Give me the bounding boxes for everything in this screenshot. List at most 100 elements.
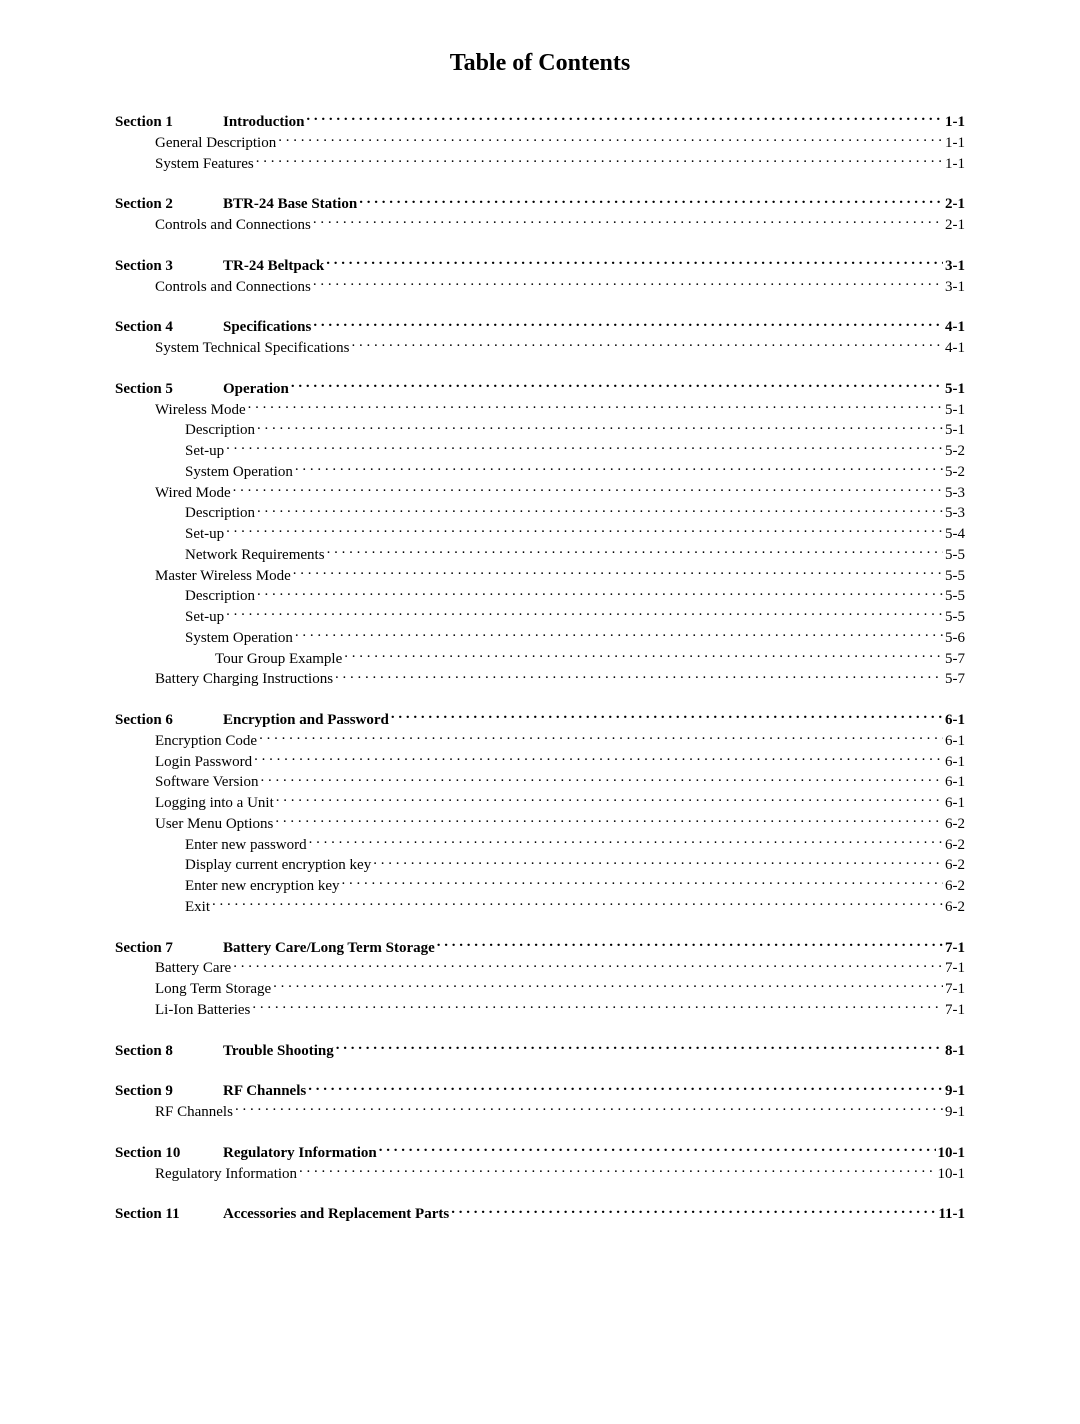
leader-dots (391, 709, 943, 724)
leader-dots (248, 399, 943, 414)
page-number: 5-3 (945, 504, 965, 523)
toc-section: Section 9RF Channels 9-1RF Channels 9-1 (115, 1080, 965, 1122)
leader-dots (233, 482, 943, 497)
toc-entry: Master Wireless Mode 5-5 (115, 565, 965, 586)
toc-section-heading: Section 4Specifications 4-1 (115, 316, 965, 337)
toc-entry: User Menu Options 6-2 (115, 813, 965, 834)
toc-entry: Display current encryption key 6-2 (115, 854, 965, 875)
toc-entry: Wireless Mode 5-1 (115, 399, 965, 420)
section-label: Section 9 (115, 1082, 223, 1101)
leader-dots (293, 565, 943, 580)
entry-title: Enter new password (185, 836, 307, 855)
page-number: 5-5 (945, 608, 965, 627)
section-label: Section 3 (115, 257, 223, 276)
leader-dots (259, 730, 943, 745)
toc-entry: Set-up 5-4 (115, 523, 965, 544)
section-title: Operation (223, 380, 289, 399)
leader-dots (278, 132, 943, 147)
toc-entry: RF Channels 9-1 (115, 1101, 965, 1122)
toc-section-heading: Section 7Battery Care/Long Term Storage … (115, 937, 965, 958)
leader-dots (226, 523, 943, 538)
page-number: 6-2 (945, 856, 965, 875)
page-number: 6-1 (945, 711, 965, 730)
leader-dots (256, 153, 943, 168)
entry-title: Network Requirements (185, 546, 325, 565)
document-page: Table of Contents Section 1Introduction … (0, 0, 1080, 1424)
leader-dots (226, 440, 943, 455)
leader-dots (373, 854, 943, 869)
page-number: 1-1 (945, 113, 965, 132)
leader-dots (326, 255, 943, 270)
leader-dots (252, 999, 943, 1014)
toc-section-heading: Section 8Trouble Shooting 8-1 (115, 1040, 965, 1061)
leader-dots (437, 937, 943, 952)
page-number: 2-1 (945, 216, 965, 235)
page-number: 5-7 (945, 670, 965, 689)
toc-section-heading: Section 3TR-24 Beltpack 3-1 (115, 255, 965, 276)
entry-title: Set-up (185, 442, 224, 461)
section-title: Trouble Shooting (223, 1042, 334, 1061)
leader-dots (212, 896, 943, 911)
page-number: 9-1 (945, 1082, 965, 1101)
page-number: 5-2 (945, 463, 965, 482)
entry-title: Wired Mode (155, 484, 231, 503)
toc-entry: Controls and Connections 3-1 (115, 276, 965, 297)
entry-title: Long Term Storage (155, 980, 271, 999)
page-number: 3-1 (945, 257, 965, 276)
entry-title: Battery Care (155, 959, 231, 978)
entry-title: User Menu Options (155, 815, 273, 834)
entry-title: Regulatory Information (155, 1165, 297, 1184)
page-number: 6-1 (945, 753, 965, 772)
entry-title: Display current encryption key (185, 856, 371, 875)
entry-title: Exit (185, 898, 210, 917)
leader-dots (342, 875, 943, 890)
leader-dots (308, 1080, 943, 1095)
section-label: Section 7 (115, 939, 223, 958)
entry-title: Description (185, 587, 255, 606)
entry-title: System Operation (185, 463, 293, 482)
toc-entry: Description 5-3 (115, 502, 965, 523)
leader-dots (351, 337, 943, 352)
leader-dots (254, 751, 943, 766)
toc-entry: Tour Group Example 5-7 (115, 648, 965, 669)
page-number: 7-1 (945, 959, 965, 978)
leader-dots (226, 606, 943, 621)
page-number: 5-3 (945, 484, 965, 503)
page-number: 3-1 (945, 278, 965, 297)
page-number: 8-1 (945, 1042, 965, 1061)
page-number: 5-7 (945, 650, 965, 669)
entry-title: General Description (155, 134, 276, 153)
toc-entry: Network Requirements 5-5 (115, 544, 965, 565)
page-number: 6-2 (945, 877, 965, 896)
leader-dots (235, 1101, 943, 1116)
entry-title: Controls and Connections (155, 278, 311, 297)
leader-dots (309, 834, 943, 849)
toc-section-heading: Section 9RF Channels 9-1 (115, 1080, 965, 1101)
toc-section: Section 2BTR-24 Base Station 2-1 Controls… (115, 193, 965, 235)
leader-dots (359, 193, 943, 208)
entry-title: Controls and Connections (155, 216, 311, 235)
toc-entry: Set-up 5-5 (115, 606, 965, 627)
toc-entry: Wired Mode 5-3 (115, 482, 965, 503)
leader-dots (260, 771, 943, 786)
entry-title: Master Wireless Mode (155, 567, 291, 586)
page-number: 2-1 (945, 195, 965, 214)
entry-title: Login Password (155, 753, 252, 772)
leader-dots (276, 792, 943, 807)
toc-entry: Battery Care 7-1 (115, 957, 965, 978)
toc-section: Section 11Accessories and Replacement Pa… (115, 1203, 965, 1224)
entry-title: Tour Group Example (215, 650, 342, 669)
leader-dots (257, 419, 943, 434)
table-of-contents: Section 1Introduction 1-1General Descrip… (115, 111, 965, 1224)
leader-dots (306, 111, 943, 126)
leader-dots (273, 978, 943, 993)
leader-dots (335, 668, 943, 683)
entry-title: Set-up (185, 525, 224, 544)
leader-dots (233, 957, 943, 972)
toc-entry: Li-Ion Batteries 7-1 (115, 999, 965, 1020)
section-label: Section 4 (115, 318, 223, 337)
toc-entry: Description 5-5 (115, 585, 965, 606)
toc-section-heading: Section 2BTR-24 Base Station 2-1 (115, 193, 965, 214)
page-number: 5-6 (945, 629, 965, 648)
toc-section-heading: Section 5Operation 5-1 (115, 378, 965, 399)
